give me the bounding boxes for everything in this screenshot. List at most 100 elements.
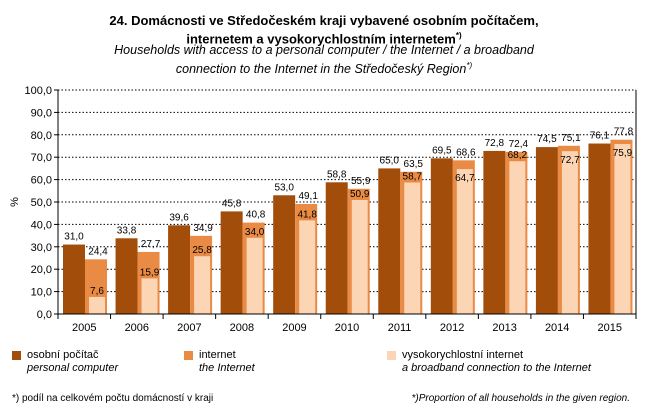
data-label-broadband: 7,6 (90, 286, 104, 297)
bar-pc (168, 225, 191, 314)
data-label-broadband: 68,2 (508, 150, 528, 161)
bar-pc (325, 182, 348, 314)
bar-broadband (561, 151, 578, 314)
data-label-pc: 45,8 (222, 198, 242, 209)
legend-swatch (184, 351, 193, 360)
data-label-internet: 49,1 (298, 191, 318, 202)
x-tick-label: 2007 (177, 322, 201, 334)
y-tick-label: 40,0 (31, 219, 52, 231)
legend-label-en: personal computer (27, 362, 119, 374)
data-label-pc: 58,8 (327, 169, 347, 180)
title-en-sup: *) (466, 61, 473, 70)
y-tick-label: 100,0 (24, 85, 52, 97)
bar-broadband (246, 237, 263, 314)
title-sup: *) (455, 31, 462, 40)
data-label-internet: 63,5 (404, 159, 424, 170)
data-label-pc: 76,1 (590, 131, 610, 142)
x-tick-label: 2011 (388, 322, 412, 334)
y-tick-label: 50,0 (31, 197, 52, 209)
data-label-broadband: 58,7 (403, 172, 423, 183)
bar-pc (378, 168, 401, 314)
bar-broadband (509, 161, 526, 314)
bar-pc (430, 158, 453, 314)
x-tick-label: 2015 (597, 322, 621, 334)
legend-label: osobní počítač (27, 349, 99, 361)
footnote-cz: *) podíl na celkovém počtu domácností v … (12, 393, 214, 404)
legend-label: vysokorychlostní internet (402, 349, 524, 361)
x-tick-label: 2005 (72, 322, 96, 334)
data-label-internet: 77,8 (614, 127, 634, 138)
data-label-internet: 55,9 (351, 176, 371, 187)
bar-pc (63, 244, 85, 314)
y-tick-label: 30,0 (31, 242, 52, 254)
data-label-broadband: 41,8 (297, 209, 317, 220)
bar-pc (588, 143, 611, 314)
x-tick-label: 2013 (492, 322, 516, 334)
legend-item-pc: osobní počítač personal computer (12, 349, 118, 375)
x-tick-label: 2006 (125, 322, 149, 334)
bar-broadband (299, 220, 316, 314)
y-tick-label: 70,0 (31, 152, 52, 164)
y-tick-label: 0,0 (37, 309, 52, 321)
data-label-broadband: 64,7 (455, 173, 475, 184)
title-line2: internetem a vysokorychlostním internete… (186, 31, 456, 47)
x-tick-label: 2009 (282, 322, 306, 334)
bar-pc (535, 147, 558, 314)
data-label-internet: 24,4 (88, 246, 108, 257)
data-label-pc: 74,5 (537, 134, 557, 145)
title-line1: 24. Domácnosti ve Středočeském kraji vyb… (109, 13, 539, 28)
y-tick-label: 80,0 (31, 130, 52, 142)
bar-broadband (351, 199, 368, 314)
footnote-en: *)Proportion of all households in the gi… (411, 393, 630, 404)
data-label-pc: 31,0 (64, 232, 84, 243)
data-label-pc: 65,0 (380, 155, 400, 166)
legend-swatch (12, 351, 21, 360)
data-label-internet: 34,9 (193, 223, 213, 234)
y-tick-label: 20,0 (31, 264, 52, 276)
data-label-broadband: 72,7 (560, 155, 580, 166)
data-label-pc: 72,8 (485, 138, 505, 149)
chart-title-en: Households with access to a personal com… (114, 43, 534, 57)
bar-pc (483, 150, 506, 314)
bar-pc (273, 195, 296, 314)
legend-swatch (387, 351, 396, 360)
y-tick-label: 10,0 (31, 287, 52, 299)
data-label-internet: 40,8 (246, 210, 266, 221)
bar-broadband (194, 256, 211, 314)
bar-broadband (456, 169, 473, 314)
chart-title-cz-2: internetem a vysokorychlostním internete… (0, 28, 648, 46)
data-label-pc: 33,8 (117, 225, 137, 236)
data-label-internet: 27,7 (141, 239, 161, 250)
data-label-broadband: 15,9 (140, 267, 160, 278)
bar-broadband (404, 182, 421, 314)
data-label-internet: 68,6 (456, 147, 476, 158)
data-label-pc: 53,0 (274, 182, 294, 193)
legend-label: internet (199, 349, 236, 361)
data-label-internet: 75,1 (561, 133, 581, 144)
x-tick-label: 2014 (545, 322, 569, 334)
bar-pc (220, 211, 243, 314)
data-label-broadband: 50,9 (350, 189, 370, 200)
legend-item-broadband: vysokorychlostní internet a broadband con… (387, 349, 591, 375)
y-axis-label: % (9, 197, 21, 207)
data-label-broadband: 34,0 (245, 227, 265, 238)
legend-item-internet: internet the Internet (184, 349, 255, 375)
chart-title-en-2: connection to the Internet in the Středo… (0, 58, 648, 77)
data-label-broadband: 75,9 (613, 148, 633, 159)
data-label-internet: 72,4 (509, 139, 529, 150)
title-en-line2: connection to the Internet in the Středo… (175, 62, 467, 77)
data-label-pc: 39,6 (169, 212, 189, 223)
x-tick-label: 2008 (230, 322, 254, 334)
legend-label-en: the Internet (199, 362, 255, 374)
bar-broadband (141, 278, 158, 314)
x-tick-label: 2010 (335, 322, 359, 334)
y-tick-label: 90,0 (31, 107, 52, 119)
bar-pc (115, 238, 138, 314)
bar-broadband (614, 143, 631, 314)
y-tick-label: 60,0 (31, 175, 52, 187)
chart-title-cz: 24. Domácnosti ve Středočeském kraji vyb… (0, 13, 648, 28)
data-label-pc: 69,5 (432, 145, 452, 156)
data-label-broadband: 25,8 (192, 245, 212, 256)
legend-label-en: a broadband connection to the Internet (402, 362, 591, 374)
